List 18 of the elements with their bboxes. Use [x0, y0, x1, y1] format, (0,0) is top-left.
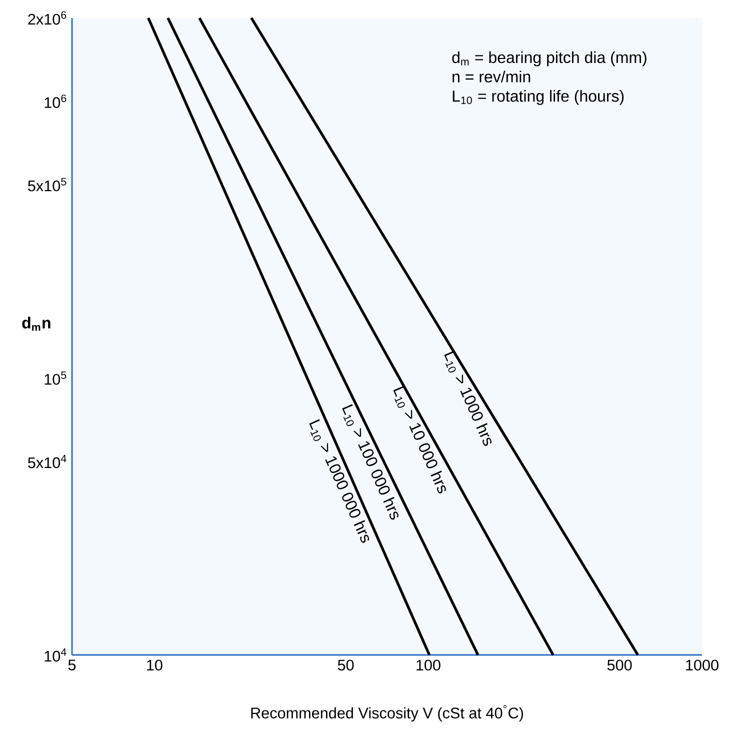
y-tick-label: 10$^{6}$ — [44, 94, 66, 108]
y-tick-label: 10$^{4}$ — [44, 648, 66, 662]
x-tick-label: 5 — [68, 660, 76, 670]
y-tick-label: 2x10$^{6}$ — [28, 11, 66, 25]
x-tick-label: 500 — [607, 660, 632, 671]
y-tick-label: 5x10$^{5}$ — [28, 178, 66, 192]
x-axis-title: Recommended Viscosity V (cSt at 40$^{°}$C) — [251, 705, 524, 722]
annotation: n = rev/min — [452, 70, 530, 82]
x-tick-label: 50 — [338, 660, 354, 671]
text: d$_{m}$n — [22, 316, 50, 331]
x-tick-label: 100 — [416, 660, 440, 671]
annotation: d$_{m}$ = bearing pitch dia (mm) — [452, 51, 646, 66]
annotation: L$_{10}$ > 10 000 hrs — [393, 386, 446, 494]
y-tick-label: 5x10$^{4}$ — [28, 454, 66, 468]
annotation: L$_{10}$ = rotating life (hours) — [452, 90, 624, 105]
x-tick-label: 1000 — [686, 660, 718, 671]
x-tick-label: 10 — [147, 660, 162, 671]
y-tick-label: 10$^{5}$ — [44, 371, 66, 385]
